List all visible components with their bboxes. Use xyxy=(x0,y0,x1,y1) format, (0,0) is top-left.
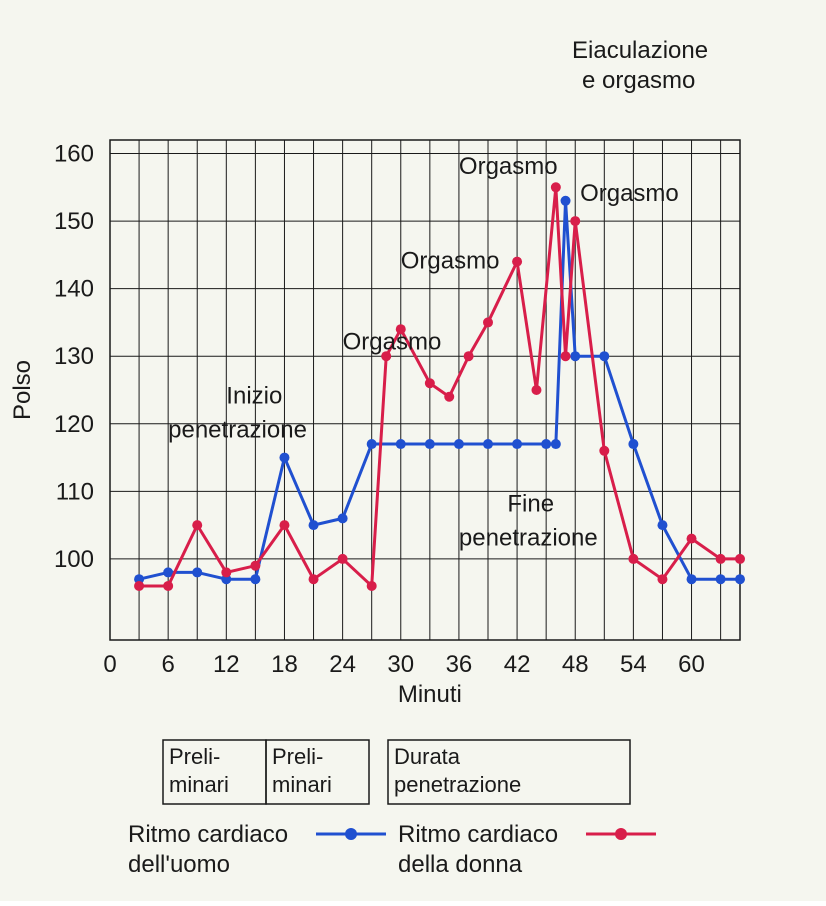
svg-text:42: 42 xyxy=(504,651,531,678)
svg-text:Polso: Polso xyxy=(9,360,36,420)
svg-text:0: 0 xyxy=(103,651,116,678)
svg-text:penetrazione: penetrazione xyxy=(168,416,307,443)
svg-text:Orgasmo: Orgasmo xyxy=(580,180,679,207)
chart-container: 0 6 12 18 24 30 36 42 48 54 60 Minuti 100 110 120 130 14… xyxy=(0,0,826,901)
svg-text:minari: minari xyxy=(169,772,229,797)
svg-text:48: 48 xyxy=(562,651,589,678)
svg-text:140: 140 xyxy=(54,276,94,303)
svg-text:36: 36 xyxy=(446,651,473,678)
svg-text:Inizio: Inizio xyxy=(226,383,282,410)
svg-text:Orgasmo: Orgasmo xyxy=(459,153,558,180)
svg-text:Preli-: Preli- xyxy=(272,744,323,769)
svg-text:Minuti: Minuti xyxy=(398,681,462,708)
svg-text:penetrazione: penetrazione xyxy=(459,524,598,551)
svg-text:Preli-: Preli- xyxy=(169,744,220,769)
svg-text:Orgasmo: Orgasmo xyxy=(343,328,442,355)
svg-text:160: 160 xyxy=(54,141,94,168)
svg-text:e orgasmo: e orgasmo xyxy=(582,67,695,94)
svg-text:6: 6 xyxy=(161,651,174,678)
svg-text:120: 120 xyxy=(54,411,94,438)
svg-text:24: 24 xyxy=(329,651,356,678)
svg-text:Ritmo cardiaco: Ritmo cardiaco xyxy=(128,821,288,848)
svg-text:60: 60 xyxy=(678,651,705,678)
svg-text:30: 30 xyxy=(387,651,414,678)
svg-text:130: 130 xyxy=(54,343,94,370)
svg-text:Durata: Durata xyxy=(394,744,461,769)
svg-text:54: 54 xyxy=(620,651,647,678)
svg-text:12: 12 xyxy=(213,651,240,678)
svg-text:penetrazione: penetrazione xyxy=(394,772,521,797)
svg-text:minari: minari xyxy=(272,772,332,797)
svg-text:100: 100 xyxy=(54,546,94,573)
chart-svg: 0 6 12 18 24 30 36 42 48 54 60 Minuti 100 110 120 130 14… xyxy=(0,0,826,901)
svg-text:18: 18 xyxy=(271,651,298,678)
svg-text:Eiaculazione: Eiaculazione xyxy=(572,37,708,64)
svg-text:Ritmo cardiaco: Ritmo cardiaco xyxy=(398,821,558,848)
svg-text:150: 150 xyxy=(54,208,94,235)
svg-text:Orgasmo: Orgasmo xyxy=(401,247,500,274)
svg-text:della donna: della donna xyxy=(398,851,523,878)
svg-text:Fine: Fine xyxy=(507,491,554,518)
svg-text:110: 110 xyxy=(56,478,94,505)
svg-text:dell'uomo: dell'uomo xyxy=(128,851,230,878)
